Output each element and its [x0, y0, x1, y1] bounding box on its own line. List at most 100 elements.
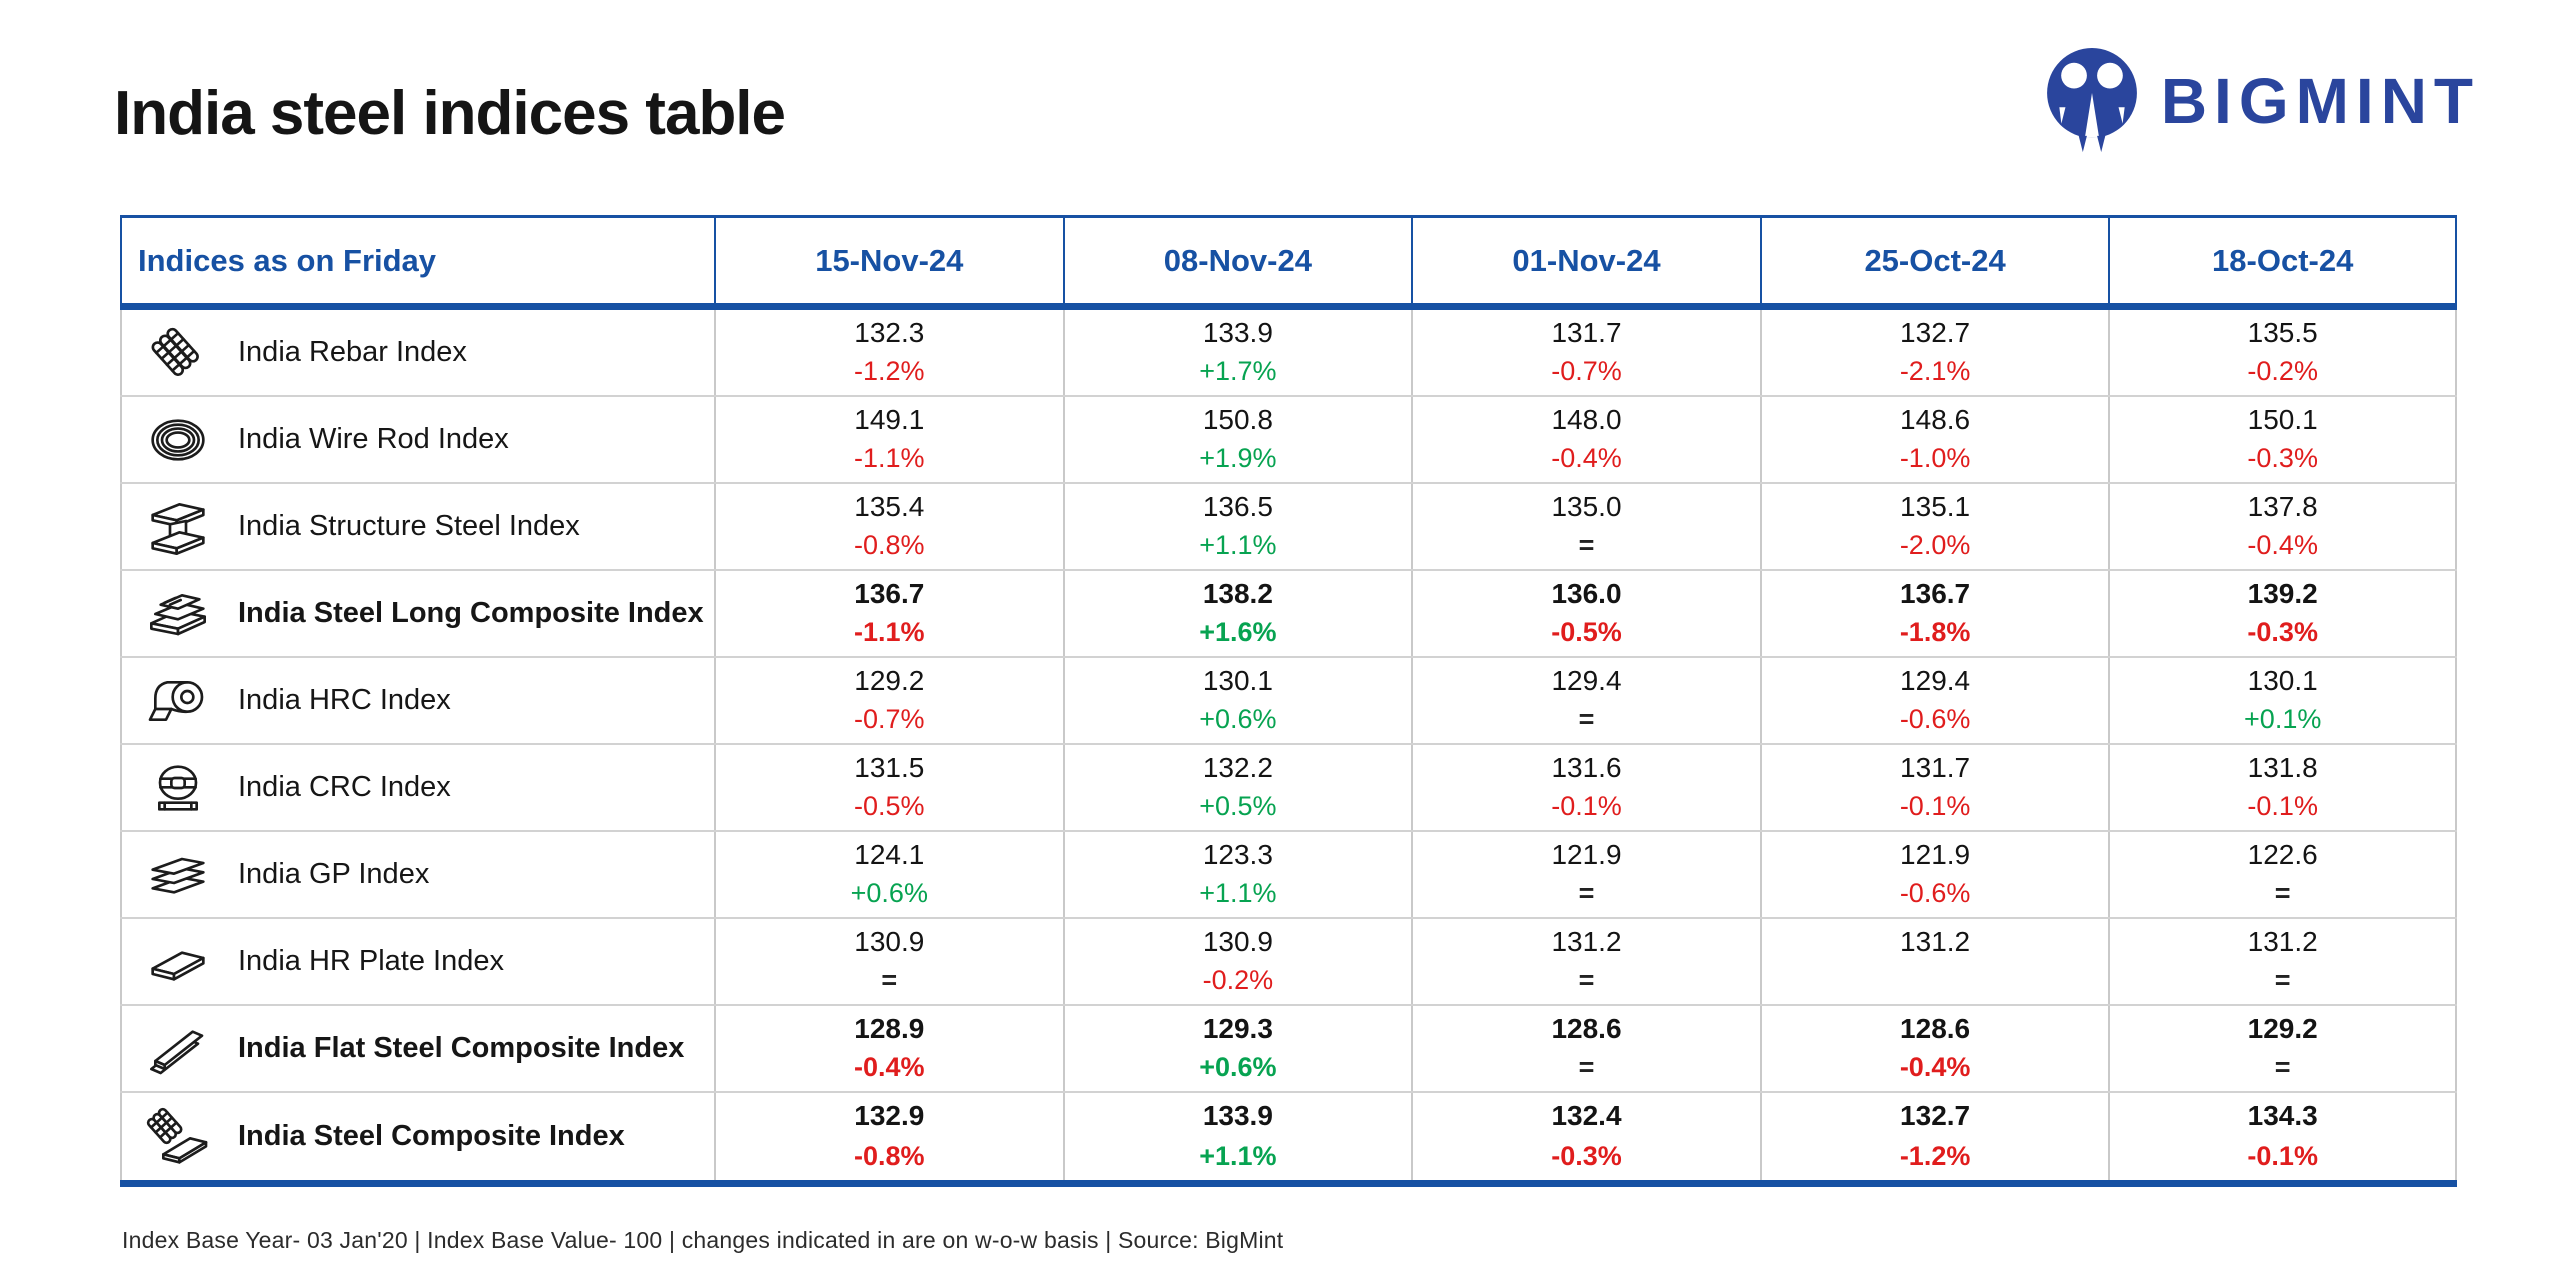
wow-change: -2.0% [1899, 530, 1971, 560]
wow-change: -1.1% [854, 617, 925, 647]
value-cell: 132.7 -2.1% [1759, 310, 2109, 395]
index-value: 133.9 [1202, 317, 1273, 348]
wow-change: -0.5% [1551, 617, 1622, 647]
rebar-bundle-icon [146, 321, 210, 385]
index-value: 131.7 [1900, 752, 1971, 783]
wire-rod-coil-icon [146, 408, 210, 472]
wow-change: +0.5% [1199, 791, 1277, 821]
value-cell: 136.7 -1.8% [1759, 571, 2109, 656]
index-value: 132.7 [1900, 317, 1971, 348]
index-label-cell: India Rebar Index [120, 310, 714, 395]
wow-change: -0.8% [854, 530, 925, 560]
value-cell: 124.1 +0.6% [714, 832, 1063, 917]
wow-change: -0.3% [2247, 617, 2318, 647]
wow-change: +0.6% [1199, 704, 1277, 734]
index-value: 131.6 [1551, 752, 1622, 783]
long-composite-stack-icon [146, 582, 210, 646]
table-row: India Flat Steel Composite Index 128.9 -… [120, 1006, 2457, 1093]
index-value: 130.9 [1202, 926, 1273, 957]
value-cell: 121.9 = [1411, 832, 1760, 917]
index-value: 134.3 [2247, 1100, 2318, 1131]
table-row: India CRC Index 131.5 -0.5% 132.2 +0.5% … [120, 745, 2457, 832]
index-value: 131.8 [2247, 752, 2318, 783]
value-cell: 137.8 -0.4% [2108, 484, 2457, 569]
gp-sheets-icon [146, 843, 210, 907]
wow-change: +0.6% [850, 878, 928, 908]
value-cell: 129.3 +0.6% [1062, 1006, 1412, 1091]
value-cell: 149.1 -1.1% [714, 397, 1063, 482]
index-value: 136.7 [1900, 578, 1971, 609]
wow-change: -1.2% [1899, 1141, 1971, 1171]
index-value: 131.5 [854, 752, 925, 783]
wow-change: -1.8% [1899, 617, 1971, 647]
wow-change: -1.2% [854, 356, 925, 386]
index-value: 148.6 [1900, 404, 1971, 435]
index-value: 128.6 [1900, 1013, 1971, 1044]
table-row: India HR Plate Index 130.9 = 130.9 -0.2%… [120, 919, 2457, 1006]
wow-change: -0.4% [1551, 443, 1622, 473]
value-cell: 135.4 -0.8% [714, 484, 1063, 569]
value-cell: 138.2 +1.6% [1062, 571, 1412, 656]
page-title: India steel indices table [114, 79, 786, 148]
index-value: 149.1 [854, 404, 925, 435]
wow-change: +1.1% [1199, 878, 1277, 908]
value-cell: 122.6 = [2108, 832, 2457, 917]
value-cell: 132.4 -0.3% [1411, 1093, 1760, 1180]
wow-change: -0.4% [1899, 1052, 1971, 1082]
value-cell: 131.5 -0.5% [714, 745, 1063, 830]
value-cell: 130.1 +0.1% [2108, 658, 2457, 743]
value-cell: 129.4 -0.6% [1759, 658, 2109, 743]
value-cell: 129.2 -0.7% [714, 658, 1063, 743]
wow-change: -0.1% [2247, 1141, 2318, 1171]
value-cell: 131.7 -0.7% [1411, 310, 1760, 395]
index-label: India Steel Composite Index [238, 1120, 625, 1152]
wow-change: -0.4% [2247, 530, 2318, 560]
value-cell: 132.3 -1.2% [714, 310, 1063, 395]
value-cell: 132.9 -0.8% [714, 1093, 1063, 1180]
wow-change: -0.2% [1202, 965, 1274, 995]
wow-change: = [1578, 965, 1595, 995]
value-cell: 128.6 -0.4% [1759, 1006, 2109, 1091]
index-label: India HR Plate Index [238, 945, 504, 977]
column-header-date: 08-Nov-24 [1062, 218, 1412, 303]
wow-change: -0.7% [1551, 356, 1622, 386]
wow-change: -0.6% [1899, 878, 1971, 908]
column-header-date: 01-Nov-24 [1411, 218, 1760, 303]
value-cell: 121.9 -0.6% [1759, 832, 2109, 917]
index-value: 122.6 [2247, 839, 2318, 870]
value-cell: 135.5 -0.2% [2108, 310, 2457, 395]
value-cell: 132.2 +0.5% [1062, 745, 1412, 830]
value-cell: 135.0 = [1411, 484, 1760, 569]
index-value: 139.2 [2247, 578, 2318, 609]
index-label: India Steel Long Composite Index [238, 597, 704, 629]
wow-change: = [1578, 878, 1595, 908]
index-value: 135.4 [854, 491, 925, 522]
index-value: 135.5 [2247, 317, 2318, 348]
wow-change: -0.7% [854, 704, 925, 734]
value-cell: 133.9 +1.1% [1062, 1093, 1412, 1180]
index-value: 121.9 [1551, 839, 1622, 870]
flat-composite-stack-icon [146, 1017, 210, 1081]
value-cell: 133.9 +1.7% [1062, 310, 1412, 395]
hrc-coil-icon [146, 669, 210, 733]
table-row: India Steel Long Composite Index 136.7 -… [120, 571, 2457, 658]
index-value: 132.7 [1900, 1100, 1971, 1131]
index-value: 130.9 [854, 926, 925, 957]
index-value: 132.4 [1551, 1100, 1622, 1131]
value-cell: 136.7 -1.1% [714, 571, 1063, 656]
table-body: India Rebar Index 132.3 -1.2% 133.9 +1.7… [120, 310, 2457, 1180]
wow-change: -0.8% [854, 1141, 925, 1171]
value-cell: 131.2 = [2108, 919, 2457, 1004]
wow-change: = [1578, 704, 1595, 734]
index-value: 137.8 [2247, 491, 2318, 522]
value-cell: 128.9 -0.4% [714, 1006, 1063, 1091]
value-cell: 130.1 +0.6% [1062, 658, 1412, 743]
value-cell: 135.1 -2.0% [1759, 484, 2109, 569]
wow-change: +1.7% [1199, 356, 1277, 386]
value-cell: 134.3 -0.1% [2108, 1093, 2457, 1180]
table-header-row: Indices as on Friday 15-Nov-24 08-Nov-24… [120, 218, 2457, 310]
index-label: India CRC Index [238, 771, 451, 803]
value-cell: 131.2 [1759, 919, 2109, 1004]
index-label-cell: India HRC Index [120, 658, 714, 743]
index-value: 131.2 [2247, 926, 2318, 957]
